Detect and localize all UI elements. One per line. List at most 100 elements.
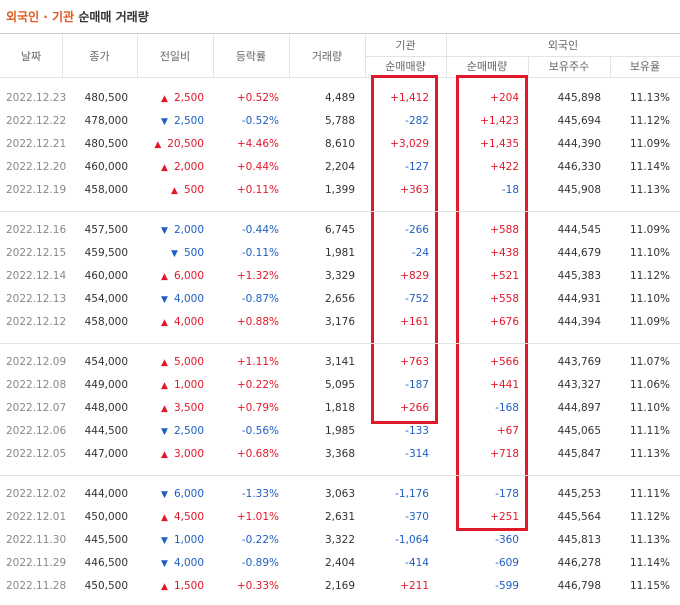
group-header: 외국인 <box>547 39 579 52</box>
cell: 11.11% <box>629 488 670 500</box>
cell: -314 <box>405 448 429 460</box>
cell: -18 <box>501 184 519 196</box>
cell: 444,679 <box>557 247 601 259</box>
divider <box>213 35 214 77</box>
cell: 3,368 <box>324 448 355 460</box>
change-value: 500 <box>183 184 204 196</box>
cell: -1.33% <box>241 488 279 500</box>
cell: 11.12% <box>629 270 670 282</box>
cell: 445,500 <box>84 534 128 546</box>
date: 2022.12.23 <box>6 92 67 104</box>
cell: -0.22% <box>241 534 279 546</box>
change: ▲ 6,000 <box>161 265 204 288</box>
date: 2022.12.05 <box>6 448 67 460</box>
cell: 445,908 <box>557 184 601 196</box>
date: 2022.12.08 <box>6 379 67 391</box>
cell: -178 <box>495 488 519 500</box>
cell: +829 <box>400 270 429 282</box>
column-header: 종가 <box>89 50 110 63</box>
change-value: 6,000 <box>173 488 204 500</box>
cell: 445,847 <box>557 448 601 460</box>
cell: 11.09% <box>629 138 670 150</box>
title: 외국인 · 기관 순매매 거래량 <box>6 8 149 26</box>
cell: 1,981 <box>324 247 355 259</box>
date: 2022.12.14 <box>6 270 67 282</box>
cell: 1,985 <box>324 425 355 437</box>
change-arrow: ▲ <box>161 94 168 104</box>
cell: 478,000 <box>84 115 128 127</box>
cell: -360 <box>495 534 519 546</box>
change-arrow: ▲ <box>161 582 168 592</box>
cell: 3,141 <box>324 356 355 368</box>
cell: +266 <box>400 402 429 414</box>
date: 2022.12.16 <box>6 224 67 236</box>
divider <box>446 35 447 77</box>
cell: 444,931 <box>557 293 601 305</box>
cell: -609 <box>495 557 519 569</box>
column-header: 전일비 <box>159 50 191 63</box>
date: 2022.12.20 <box>6 161 67 173</box>
change: ▲ 2,500 <box>161 87 204 110</box>
date: 2022.12.12 <box>6 316 67 328</box>
cell: +0.33% <box>236 580 279 592</box>
change: ▲ 3,500 <box>161 397 204 420</box>
cell: 11.15% <box>629 580 670 592</box>
date: 2022.12.01 <box>6 511 67 523</box>
column-header: 보유주수 <box>548 60 590 73</box>
change: ▲ 1,500 <box>161 575 204 598</box>
change-value: 4,000 <box>173 293 204 305</box>
date: 2022.12.22 <box>6 115 67 127</box>
change-arrow: ▼ <box>161 536 168 546</box>
change-arrow: ▲ <box>161 513 168 523</box>
change: ▲ 2,000 <box>161 156 204 179</box>
divider <box>0 33 680 34</box>
cell: -1,176 <box>395 488 429 500</box>
cell: 443,327 <box>557 379 601 391</box>
change-value: 4,500 <box>173 511 204 523</box>
title-highlight: 외국인 · 기관 <box>6 10 75 24</box>
change-value: 4,000 <box>173 557 204 569</box>
cell: 458,000 <box>84 184 128 196</box>
cell: 11.14% <box>629 557 670 569</box>
cell: +0.22% <box>236 379 279 391</box>
change-arrow: ▲ <box>171 186 178 196</box>
change-arrow: ▼ <box>161 117 168 127</box>
change-value: 2,000 <box>173 224 204 236</box>
cell: 11.13% <box>629 534 670 546</box>
change: ▼ 2,000 <box>161 219 204 242</box>
cell: 445,694 <box>557 115 601 127</box>
change: ▼ 2,500 <box>161 110 204 133</box>
cell: +1,412 <box>390 92 429 104</box>
cell: 443,769 <box>557 356 601 368</box>
cell: 446,278 <box>557 557 601 569</box>
date: 2022.11.29 <box>6 557 67 569</box>
cell: 460,000 <box>84 161 128 173</box>
cell: +422 <box>490 161 519 173</box>
change-value: 20,500 <box>167 138 204 150</box>
divider <box>365 56 680 57</box>
cell: 11.11% <box>629 425 670 437</box>
change-arrow: ▲ <box>154 140 162 150</box>
cell: 449,000 <box>84 379 128 391</box>
cell: -0.89% <box>241 557 279 569</box>
divider <box>62 35 63 77</box>
cell: 3,063 <box>324 488 355 500</box>
change-value: 2,000 <box>173 161 204 173</box>
cell: -127 <box>405 161 429 173</box>
cell: 480,500 <box>84 138 128 150</box>
column-header: 보유율 <box>629 60 661 73</box>
change: ▲ 20,500 <box>154 133 204 156</box>
change: ▼ 1,000 <box>161 529 204 552</box>
cell: -0.11% <box>241 247 279 259</box>
cell: 2,656 <box>324 293 355 305</box>
cell: 11.14% <box>629 161 670 173</box>
change: ▲ 500 <box>171 179 204 202</box>
change-arrow: ▲ <box>161 272 168 282</box>
change-arrow: ▼ <box>161 490 168 500</box>
divider <box>0 211 680 212</box>
cell: 458,000 <box>84 316 128 328</box>
change: ▼ 6,000 <box>161 483 204 506</box>
change-arrow: ▲ <box>161 381 168 391</box>
change-value: 4,000 <box>173 316 204 328</box>
